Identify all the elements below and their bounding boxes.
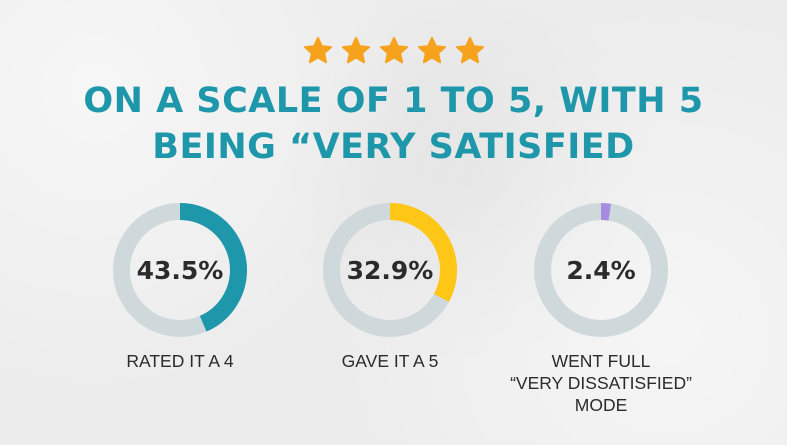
star-icon [455, 36, 484, 64]
donut-svg-3: 2.4% [534, 203, 668, 337]
title-line-1: ON A SCALE OF 1 TO 5, WITH 5 [83, 81, 704, 121]
donut-chart-3: 2.4% [529, 198, 673, 342]
star-icon [417, 36, 446, 64]
donut-percent-label: 32.9% [347, 256, 434, 285]
donut-caption-3: WENT FULL “VERY DISSATISFIED” MODE [510, 351, 692, 415]
star-icon [341, 36, 370, 64]
rating-stars [0, 36, 787, 70]
donut-caption-1: RATED IT A 4 [126, 351, 234, 371]
donut-svg-2: 32.9% [323, 203, 457, 337]
star-icon [379, 36, 408, 64]
donut-arc [323, 203, 457, 337]
donut-chart-2: 32.9% [318, 198, 462, 342]
donut-svg-1: 43.5% [113, 203, 247, 337]
donut-chart-1: 43.5% [108, 198, 252, 342]
donut-percent-label: 2.4% [566, 256, 635, 285]
page-title: ON A SCALE OF 1 TO 5, WITH 5 BEING “VERY… [0, 78, 787, 170]
title-line-2: BEING “VERY SATISFIED [152, 127, 635, 167]
star-icon [303, 36, 332, 64]
donut-caption-2: GAVE IT A 5 [341, 351, 439, 371]
donut-arc [534, 203, 668, 337]
donut-percent-label: 43.5% [137, 256, 224, 285]
donut-arc [113, 203, 247, 337]
